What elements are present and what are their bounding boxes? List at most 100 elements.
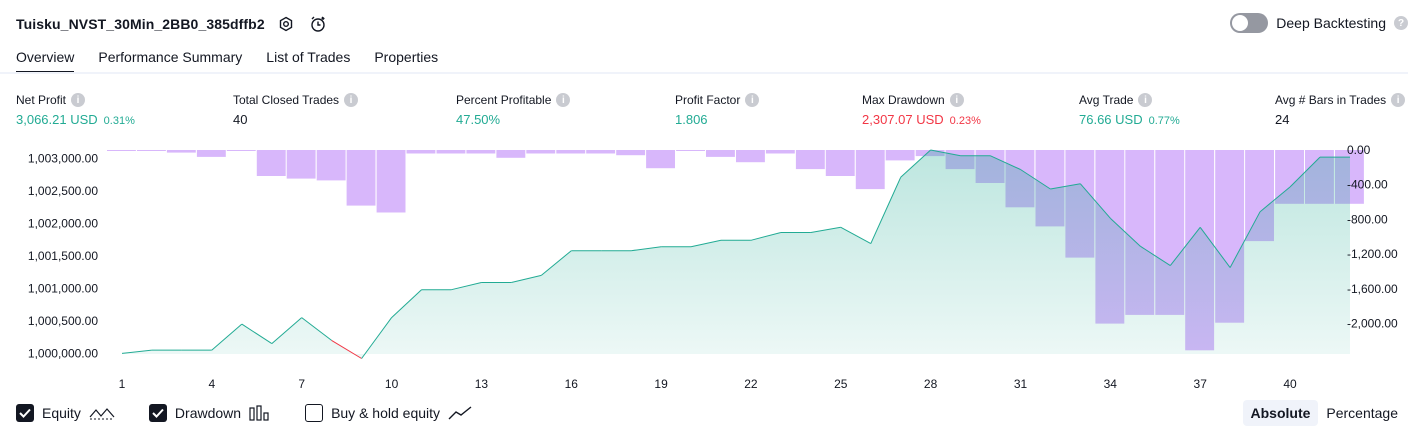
metric-value: 76.66 USD	[1079, 112, 1143, 127]
metric-value: 24	[1275, 112, 1290, 127]
legend-buy-hold[interactable]: Buy & hold equity	[305, 404, 472, 422]
drawdown-bar	[196, 150, 226, 157]
equity-line-segment	[1109, 217, 1141, 247]
metric-label: Avg Trade	[1079, 93, 1134, 107]
equity-area	[121, 149, 1350, 359]
info-icon[interactable]: i	[556, 93, 571, 107]
equity-checkbox[interactable]	[16, 404, 34, 422]
metrics-row: Net Profit i 3,066.21 USD 0.31% Total Clos…	[0, 93, 1424, 133]
equity-line-segment	[301, 317, 332, 341]
legend-equity[interactable]: Equity	[16, 404, 115, 422]
drawdown-bar	[765, 150, 795, 154]
info-icon[interactable]: i	[71, 93, 86, 107]
drawdown-bar	[137, 150, 166, 151]
buy-hold-checkbox[interactable]	[305, 404, 324, 422]
metric-avg-bars: Avg # Bars in Trades i 24	[1275, 93, 1406, 127]
info-icon[interactable]: i	[1138, 93, 1153, 107]
equity-line-segment	[121, 349, 152, 354]
deep-backtesting-toggle[interactable]	[1230, 13, 1269, 33]
x-axis-label: 22	[744, 377, 758, 391]
drawdown-bar	[885, 150, 915, 161]
absolute-button[interactable]: Absolute	[1242, 400, 1319, 426]
drawdown-bar	[436, 150, 466, 154]
settings-icon[interactable]	[275, 13, 297, 35]
tab-overview[interactable]: Overview	[16, 46, 75, 74]
x-axis-label: 37	[1194, 377, 1208, 391]
legend-label: Drawdown	[174, 405, 242, 421]
metric-max-drawdown: Max Drawdown i 2,307.07 USD 0.23%	[862, 93, 981, 127]
equity-line-segment	[1229, 211, 1261, 268]
drawdown-bar	[736, 150, 765, 163]
equity-line-segment	[451, 282, 482, 291]
drawdown-bar	[496, 150, 526, 158]
metric-percent-profitable: Percent Profitable i 47.50%	[456, 93, 571, 127]
help-icon[interactable]: ?	[1394, 16, 1408, 30]
header-bar: Tuisku_NVST_30Min_2BB0_385dffb2	[16, 12, 329, 36]
equity-line-segment	[391, 289, 422, 318]
metric-value: 2,307.07 USD	[862, 112, 944, 127]
percentage-button[interactable]: Percentage	[1326, 405, 1398, 421]
drawdown-bar	[316, 150, 346, 181]
metric-label: Max Drawdown	[862, 93, 945, 107]
add-alert-icon[interactable]	[307, 13, 329, 35]
drawdown-bar	[166, 150, 196, 153]
drawdown-bar	[616, 150, 646, 156]
equity-line-segment	[750, 232, 782, 241]
metric-value: 3,066.21 USD	[16, 112, 98, 127]
equity-line-segment	[1050, 183, 1081, 190]
metric-percent: 0.23%	[949, 115, 981, 127]
drawdown-bar	[376, 150, 406, 213]
metric-label: Avg # Bars in Trades	[1275, 93, 1387, 107]
equity-line-segment	[690, 239, 722, 248]
tab-performance-summary[interactable]: Performance Summary	[98, 49, 243, 65]
metric-value: 40	[233, 112, 248, 127]
metric-total-closed-trades: Total Closed Trades i 40	[233, 93, 359, 127]
x-axis: 1 4 7 10 13 16 19 22 25 28 31 34 37 40	[119, 377, 1297, 391]
right-axis-label: 0.00	[1347, 143, 1371, 157]
legend-label: Equity	[42, 405, 81, 421]
equity-drawdown-chart[interactable]: 1,003,000.00 1,002,500.00 1,002,000.00 1,00…	[0, 142, 1424, 392]
left-axis-label: 1,001,000.00	[28, 281, 98, 295]
right-axis-label: -800.00	[1347, 212, 1388, 226]
equity-line-segment	[511, 274, 542, 283]
x-axis-label: 13	[475, 377, 489, 391]
equity-area-fill	[122, 150, 1350, 359]
equity-line-segment	[361, 317, 393, 359]
equity-line-segment	[1020, 169, 1051, 190]
info-icon[interactable]: i	[1391, 93, 1406, 107]
right-axis: 0.00 -400.00 -800.00 -1,200.00 -1,600.00 -2,0…	[1347, 143, 1398, 331]
info-icon[interactable]: i	[745, 93, 760, 107]
metric-percent: 0.31%	[103, 115, 135, 127]
deep-backtesting-control: Deep Backtesting ?	[1230, 13, 1408, 33]
drawdown-bar	[406, 150, 436, 154]
drawdown-bar	[646, 150, 675, 169]
tab-properties[interactable]: Properties	[374, 49, 439, 65]
right-axis-label: -1,200.00	[1347, 247, 1398, 261]
metric-value: 1.806	[675, 112, 708, 127]
drawdown-bar	[556, 150, 586, 154]
equity-line-segment	[271, 317, 303, 344]
equity-line-segment	[840, 226, 872, 245]
equity-line-segment	[1080, 183, 1111, 219]
drawdown-bar	[526, 150, 556, 154]
drawdown-bar	[676, 150, 705, 151]
drawdown-bar	[346, 150, 376, 206]
info-icon[interactable]: i	[949, 93, 964, 107]
equity-line-segment	[211, 323, 243, 351]
equity-line-segment	[540, 250, 572, 276]
left-axis-label: 1,002,500.00	[28, 184, 98, 198]
metric-percent: 0.77%	[1148, 115, 1180, 127]
equity-line-icon	[89, 405, 115, 421]
drawdown-checkbox[interactable]	[148, 404, 167, 422]
equity-line-segment	[1140, 245, 1171, 267]
legend-drawdown[interactable]: Drawdown	[148, 404, 271, 422]
info-icon[interactable]: i	[344, 93, 359, 107]
right-axis-label: -2,000.00	[1347, 317, 1398, 331]
drawdown-bar	[586, 150, 616, 154]
tab-list-of-trades[interactable]: List of Trades	[266, 49, 351, 65]
metric-value: 47.50%	[456, 112, 501, 127]
equity-line-segment	[1259, 186, 1291, 213]
left-axis-label: 1,000,500.00	[28, 314, 98, 328]
metric-label: Percent Profitable	[456, 93, 552, 107]
equity-line-segment	[1169, 226, 1201, 266]
